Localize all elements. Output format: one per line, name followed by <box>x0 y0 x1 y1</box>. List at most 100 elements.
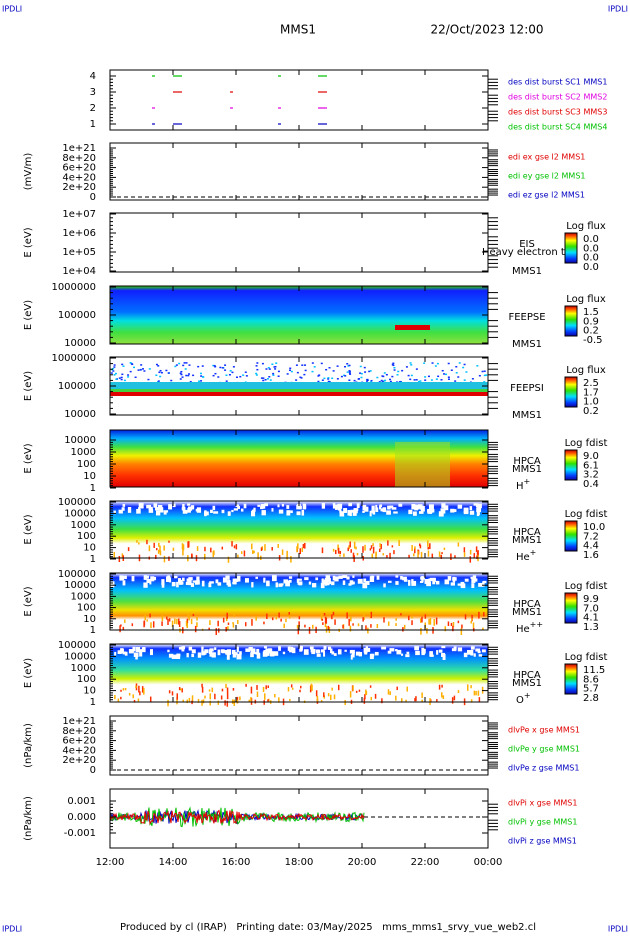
speck <box>430 379 433 381</box>
gap <box>186 653 189 658</box>
gap <box>464 578 469 582</box>
speck <box>393 550 395 555</box>
speck <box>122 626 125 631</box>
speck <box>272 374 275 376</box>
speck <box>337 547 340 554</box>
speck <box>112 370 115 372</box>
speck <box>405 366 408 368</box>
speck <box>440 379 443 381</box>
y-axis-label: (nPa/km) <box>23 796 34 841</box>
gap <box>352 511 357 516</box>
speck <box>226 612 228 619</box>
gap <box>375 507 379 512</box>
speck <box>476 555 478 559</box>
speck <box>369 613 372 619</box>
gap <box>290 646 294 651</box>
speck <box>122 688 125 691</box>
gap <box>263 650 268 656</box>
speck <box>313 366 316 368</box>
gap <box>155 510 161 516</box>
speck <box>260 547 263 551</box>
gap <box>332 575 336 581</box>
y-tick-label: 100000 <box>58 381 96 392</box>
speck <box>296 546 298 553</box>
gap <box>481 649 486 653</box>
gap <box>236 653 242 660</box>
gap <box>308 581 312 585</box>
gap <box>325 575 331 581</box>
gap <box>398 503 403 507</box>
speck <box>434 365 437 367</box>
gap <box>469 510 475 515</box>
speck <box>331 614 333 620</box>
gap <box>155 507 160 511</box>
gap <box>387 650 392 654</box>
speck <box>378 381 381 383</box>
gap <box>469 506 473 511</box>
speck <box>385 373 388 376</box>
speck <box>336 365 339 367</box>
gap <box>178 578 182 584</box>
speck <box>157 365 160 367</box>
speck <box>328 367 331 369</box>
speck <box>267 685 270 688</box>
speck <box>342 624 344 629</box>
speck <box>171 620 174 627</box>
speck <box>147 378 150 381</box>
instrument-label: HPCA <box>513 456 541 467</box>
colorbar-tick: 1.3 <box>583 622 599 633</box>
speck <box>120 376 123 379</box>
gap <box>477 650 481 654</box>
gap <box>144 575 149 579</box>
speck <box>128 692 131 696</box>
speck <box>383 617 385 623</box>
gap <box>476 507 482 513</box>
speck <box>427 550 430 557</box>
gap <box>256 652 261 659</box>
gap <box>286 505 290 509</box>
speck <box>149 696 152 703</box>
speck <box>233 545 236 549</box>
speck <box>429 543 431 550</box>
gap <box>124 575 127 580</box>
speck <box>226 687 229 694</box>
gap <box>127 506 132 513</box>
speck <box>221 367 224 369</box>
speck <box>333 694 336 700</box>
speck <box>424 614 427 619</box>
speck <box>184 368 187 370</box>
gap <box>239 651 242 655</box>
speck <box>260 377 263 379</box>
gap <box>370 653 375 657</box>
speck <box>251 619 253 626</box>
speck <box>204 546 206 552</box>
speck <box>153 542 155 548</box>
speck <box>406 686 408 692</box>
speck <box>387 540 389 546</box>
gap <box>138 503 144 509</box>
speck <box>298 621 300 627</box>
speck <box>175 364 178 366</box>
speck <box>113 366 116 368</box>
speck <box>375 551 377 556</box>
gap <box>450 508 455 513</box>
speck <box>163 545 165 551</box>
gap <box>114 651 117 656</box>
speck <box>332 548 335 552</box>
y-tick-label: 10000 <box>64 338 96 349</box>
speck <box>219 366 222 369</box>
speck <box>343 553 345 557</box>
speck <box>418 380 421 383</box>
speck <box>140 364 143 366</box>
speck <box>113 374 116 376</box>
speck <box>393 366 396 369</box>
gap <box>275 582 278 588</box>
species-charge: ++ <box>530 620 543 629</box>
speck <box>143 370 146 372</box>
gap <box>139 650 143 657</box>
speck <box>274 365 277 368</box>
speck <box>304 624 306 628</box>
gap <box>436 650 439 655</box>
gap <box>260 503 266 509</box>
gap <box>136 508 141 514</box>
